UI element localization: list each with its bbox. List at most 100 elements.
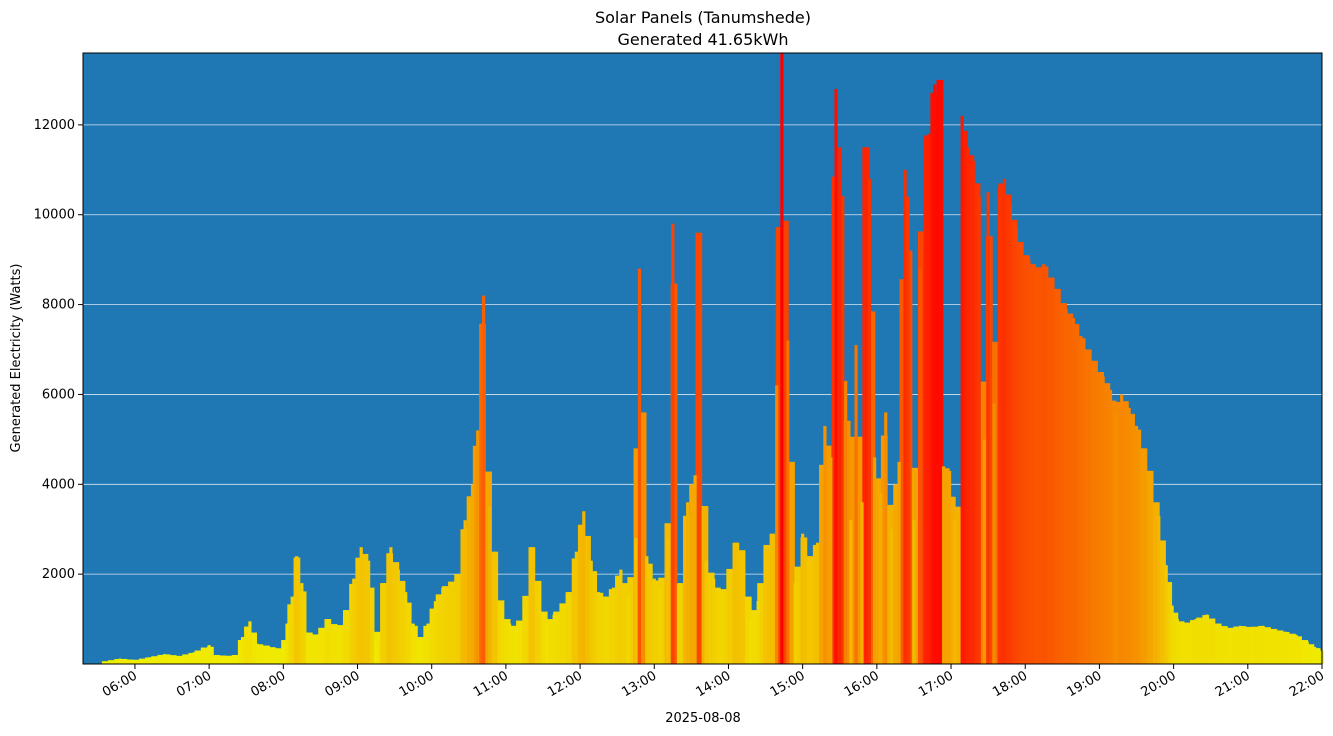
bar-peak (918, 268, 922, 664)
gridlines (83, 124, 1322, 575)
x-tick-label: 11:00 (471, 668, 511, 700)
bar (138, 658, 146, 664)
bar-peak (719, 596, 723, 664)
bar-peak (1027, 259, 1031, 664)
bar-peak (295, 556, 299, 664)
bar (713, 587, 721, 664)
bar-peak (404, 592, 408, 664)
bar (1097, 371, 1105, 664)
bar (1220, 626, 1228, 664)
bar (398, 580, 406, 664)
bar (627, 577, 635, 664)
bar-peak (645, 556, 649, 664)
x-tick-label: 08:00 (248, 668, 288, 700)
bar-peak (1134, 425, 1139, 664)
bar-peak (233, 655, 237, 664)
bar-peak (947, 470, 952, 664)
bar-peak (1175, 619, 1179, 664)
bar (1208, 618, 1216, 664)
bar (1251, 626, 1259, 664)
bar (899, 279, 907, 664)
bar (509, 625, 517, 664)
bar (1004, 194, 1012, 665)
bar-peak (1312, 646, 1317, 664)
bar-peak (1019, 246, 1024, 664)
bar-peak (686, 502, 690, 664)
bar-peak (487, 506, 492, 664)
bar (404, 602, 412, 664)
bar-peak (890, 529, 894, 664)
bar (547, 619, 554, 664)
bar-peak (838, 147, 842, 664)
bar-peak (1079, 336, 1083, 664)
bar (1295, 636, 1302, 664)
bar-peak (604, 596, 608, 664)
bar (973, 183, 981, 665)
bar (948, 496, 956, 664)
bar-peak (359, 547, 363, 664)
bar-peak (226, 655, 230, 664)
bar-peak (337, 628, 341, 664)
bar-peak (637, 268, 642, 664)
bar (1245, 626, 1253, 664)
x-tick-label: 13:00 (619, 668, 659, 700)
bar-peak (214, 655, 219, 664)
bar-peak (352, 578, 356, 664)
bar-peak (771, 533, 775, 664)
chart-subtitle: Generated 41.65kWh (618, 30, 789, 49)
bar (330, 624, 338, 664)
bar-peak (1086, 349, 1090, 664)
bar-peak (986, 192, 990, 664)
bar-peak (163, 654, 167, 664)
bar (967, 155, 975, 665)
bar-peak (712, 578, 716, 664)
bar-peak (300, 583, 304, 664)
bar-peak (1014, 228, 1018, 664)
bar-peak (1108, 389, 1113, 664)
bar (1288, 633, 1296, 664)
bar-peak (775, 385, 779, 664)
bar-peak (1164, 565, 1168, 664)
bar-peak (255, 643, 259, 664)
bar (1276, 630, 1284, 664)
bar-peak (374, 641, 378, 664)
x-tick-label: 19:00 (1064, 668, 1104, 700)
bar-peak (801, 533, 805, 664)
bar-peak (493, 551, 497, 664)
bar (707, 572, 715, 664)
bar (182, 654, 190, 664)
bar (1196, 617, 1203, 664)
bar (244, 626, 251, 664)
bar-peak (611, 587, 616, 664)
bar (268, 647, 276, 664)
bar-peak (389, 547, 393, 664)
bar-peak (726, 574, 731, 664)
bar-peak (942, 466, 946, 664)
bar-peak (285, 623, 289, 664)
bar (1066, 313, 1074, 664)
bar (590, 571, 598, 664)
bar-peak (1127, 407, 1131, 664)
bar (1128, 413, 1135, 664)
bar-peak (1170, 605, 1174, 664)
bar (120, 658, 128, 664)
bar (1122, 401, 1129, 664)
bar (355, 557, 363, 664)
bar (1313, 648, 1321, 664)
bar-peak (367, 560, 371, 664)
bar-peak (441, 587, 445, 664)
bar (1183, 622, 1191, 664)
bar-peak (344, 610, 348, 664)
bar (250, 632, 258, 664)
bar-peak (997, 187, 1001, 664)
bar-peak (456, 574, 460, 664)
bar-peak (240, 637, 245, 664)
bar (540, 611, 548, 664)
bar-peak (315, 634, 319, 664)
bar (1239, 626, 1247, 664)
bar (441, 586, 449, 664)
bar-peak (763, 547, 768, 664)
bar-peak (704, 560, 708, 664)
bar-peak (734, 542, 738, 664)
bar-peak (844, 380, 848, 664)
